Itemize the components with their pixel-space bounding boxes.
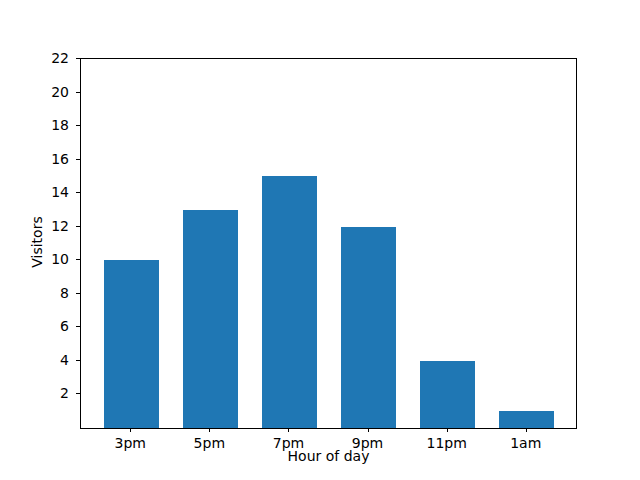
x-tick-mark [130,428,131,432]
bar-3pm [104,260,159,428]
y-tick-label: 22 [25,51,69,65]
y-tick-label: 18 [25,118,69,132]
bar-11pm [420,361,475,428]
y-tick-label: 14 [25,185,69,199]
y-tick-mark [76,226,80,227]
x-axis-label: Hour of day [80,448,577,464]
y-tick-label: 16 [25,152,69,166]
bar-9pm [341,227,396,428]
x-tick-mark [447,428,448,432]
y-tick-label: 8 [25,286,69,300]
bar-7pm [262,176,317,428]
y-tick-label: 6 [25,319,69,333]
y-tick-mark [76,125,80,126]
y-tick-mark [76,293,80,294]
y-axis-label-text: Visitors [30,216,44,267]
x-tick-mark [288,428,289,432]
x-tick-mark [368,428,369,432]
y-tick-label: 2 [25,386,69,400]
bar-chart-figure: 3pm5pm7pm9pm11pm1am246810121416182022 Ho… [0,0,640,480]
bar-1am [499,411,554,428]
y-tick-label: 20 [25,85,69,99]
y-tick-mark [76,360,80,361]
y-tick-mark [76,92,80,93]
y-tick-mark [76,259,80,260]
y-tick-label: 4 [25,353,69,367]
plot-area [80,58,577,429]
x-tick-mark [526,428,527,432]
x-tick-mark [209,428,210,432]
y-tick-mark [76,159,80,160]
y-tick-mark [76,393,80,394]
y-tick-mark [76,58,80,59]
y-tick-mark [76,326,80,327]
y-tick-mark [76,192,80,193]
bar-5pm [183,210,238,428]
